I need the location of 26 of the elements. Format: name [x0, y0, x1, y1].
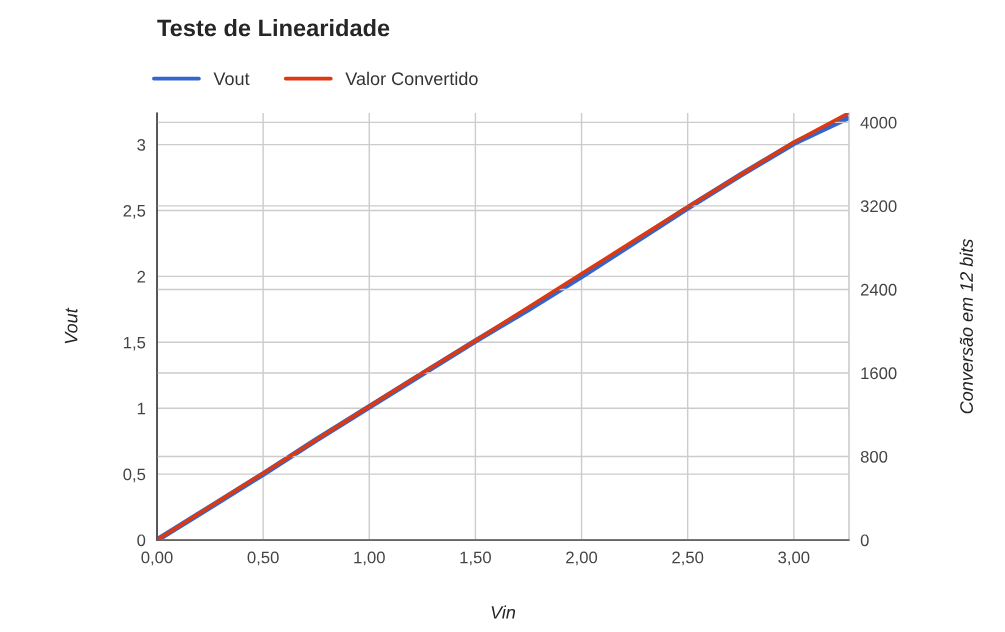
legend-label: Valor Convertido	[345, 71, 478, 86]
x-tick-label: 1,50	[460, 551, 491, 566]
y-tick-label: 0,5	[123, 468, 146, 483]
y2-tick-label: 800	[860, 450, 888, 463]
y2-tick-label: 0	[860, 534, 869, 547]
x-tick-label: 1,00	[354, 551, 385, 566]
y2-tick-label: 2400	[860, 283, 897, 296]
y-tick-label: 1	[137, 402, 146, 415]
y2-tick-label: 3200	[860, 200, 897, 213]
y2-axis-title: Conversão em 12 bits	[959, 239, 973, 414]
x-tick-label: 2,00	[566, 551, 598, 566]
y-tick-label: 3	[137, 139, 146, 151]
x-tick-label: 3,00	[778, 551, 810, 566]
y-tick-label: 2	[137, 270, 146, 283]
chart-title: Teste de Linearidade	[157, 19, 390, 37]
y-axis-title: Vout	[64, 307, 78, 344]
y2-tick-label: 4000	[860, 116, 897, 129]
legend-label: Vout	[213, 72, 250, 86]
y-tick-label: 1,5	[123, 336, 146, 351]
y-tick-label: 2,5	[123, 204, 146, 219]
x-tick-label: 0,50	[247, 551, 279, 566]
y-tick-label: 0	[137, 534, 146, 547]
x-tick-label: 2,50	[672, 551, 704, 566]
y2-tick-label: 1600	[861, 367, 897, 380]
x-axis-title: Vin	[491, 605, 516, 619]
x-tick-label: 0,00	[141, 551, 173, 566]
